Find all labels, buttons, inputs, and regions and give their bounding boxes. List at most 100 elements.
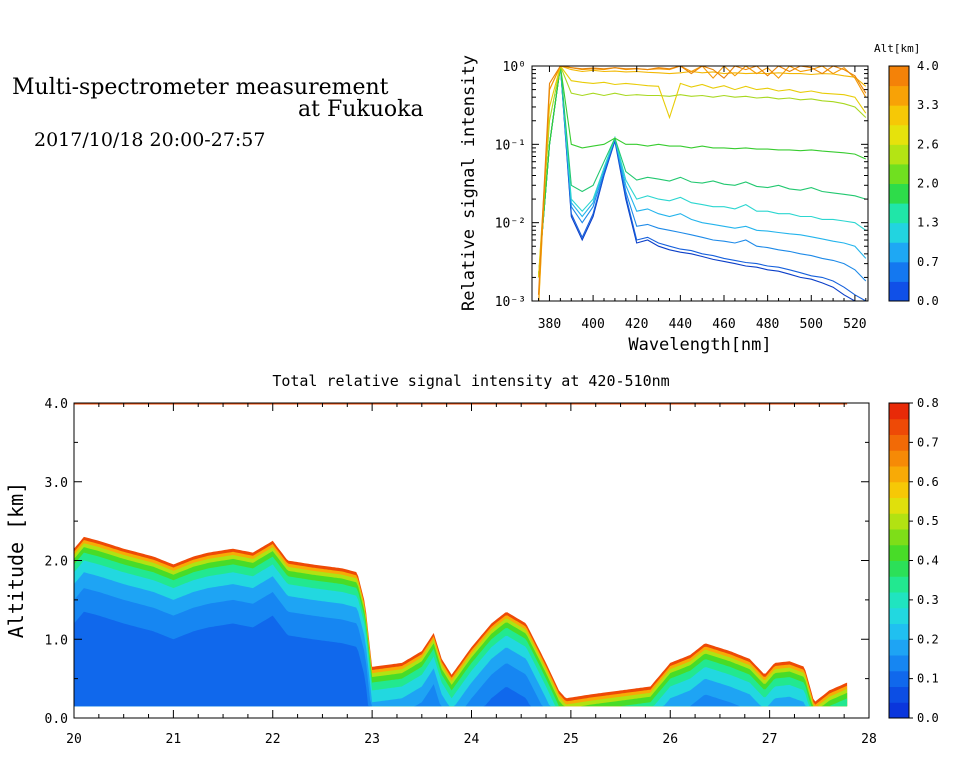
heatmap-title: Total relative signal intensity at 420-5… <box>272 372 669 390</box>
spectrum-xtick-label-5: 480 <box>756 317 779 332</box>
intensity-colorbar-tick-0: 0.0 <box>917 711 939 725</box>
heatmap-xtick-label-7: 27 <box>762 732 778 747</box>
intensity-colorbar-tick-3: 0.3 <box>917 593 939 607</box>
spectrum-xtick-label-6: 500 <box>800 317 823 332</box>
heatmap-xtick-label-2: 22 <box>265 732 281 747</box>
intensity-colorbar-swatch-9 <box>889 560 909 577</box>
spectrum-series-7 <box>537 66 867 278</box>
intensity-colorbar-swatch-17 <box>889 434 909 451</box>
spectrum-ytick-label-1: 10⁻² <box>495 217 526 232</box>
altitude-colorbar-swatch-0 <box>889 281 909 302</box>
intensity-colorbar-swatch-6 <box>889 607 909 624</box>
title-line-1: Multi-spectrometer measurement <box>12 75 389 100</box>
spectrum-xlabel: Wavelength[nm] <box>628 335 771 355</box>
spectrum-series-4 <box>537 66 867 278</box>
intensity-colorbar-tick-4: 0.4 <box>917 554 939 568</box>
intensity-colorbar-tick-2: 0.2 <box>917 632 939 646</box>
intensity-colorbar-swatch-13 <box>889 497 909 514</box>
altitude-colorbar-tick-2: 1.3 <box>917 216 939 230</box>
spectrum-xtick-label-4: 460 <box>712 317 735 332</box>
altitude-colorbar-swatch-1 <box>889 261 909 282</box>
altitude-colorbar-swatch-11 <box>889 66 909 87</box>
spectrum-ytick-label-0: 10⁻³ <box>495 295 526 310</box>
spectrum-series-5 <box>537 66 866 278</box>
intensity-colorbar-swatch-4 <box>889 639 909 656</box>
intensity-colorbar-swatch-1 <box>889 686 909 703</box>
spectrum-series-8 <box>537 66 867 278</box>
spectrum-xtick-label-0: 380 <box>538 317 561 332</box>
heatmap-xtick-label-1: 21 <box>166 732 182 747</box>
spectrum-plot-frame <box>531 65 869 302</box>
spectrum-series-6 <box>537 66 867 278</box>
heatmap-xtick-label-6: 26 <box>662 732 678 747</box>
spectrum-xtick-label-7: 520 <box>843 317 866 332</box>
altitude-colorbar-swatch-3 <box>889 222 909 243</box>
altitude-colorbar-frame <box>888 65 910 302</box>
heatmap-ytick-label-2: 2.0 <box>45 555 68 570</box>
intensity-colorbar-swatch-10 <box>889 544 909 561</box>
intensity-colorbar-swatch-0 <box>889 702 909 719</box>
heatmap-xtick-label-5: 25 <box>563 732 579 747</box>
intensity-colorbar-swatch-16 <box>889 450 909 467</box>
heatmap-ytick-label-4: 4.0 <box>45 397 68 412</box>
altitude-colorbar-swatch-4 <box>889 203 909 224</box>
heatmap-ytick-label-0: 0.0 <box>45 712 68 727</box>
altitude-colorbar-swatch-9 <box>889 105 909 126</box>
spectrum-ytick-label-2: 10⁻¹ <box>495 138 526 153</box>
intensity-colorbar-tick-6: 0.6 <box>917 475 939 489</box>
spectrum-series-0 <box>537 66 857 301</box>
spectrum-ylabel: Relative signal intensity <box>459 55 479 311</box>
intensity-colorbar-swatch-18 <box>889 418 909 435</box>
altitude-colorbar-tick-5: 3.3 <box>917 98 939 112</box>
title-line-2: at Fukuoka <box>298 97 424 122</box>
spectrum-series-1 <box>537 66 867 301</box>
heatmap-xtick-label-3: 23 <box>364 732 380 747</box>
heatmap-xtick-label-0: 20 <box>66 732 82 747</box>
intensity-colorbar-swatch-8 <box>889 576 909 593</box>
altitude-colorbar-tick-6: 4.0 <box>917 59 939 73</box>
heatmap-field <box>74 403 848 707</box>
intensity-colorbar-swatch-5 <box>889 623 909 640</box>
altitude-colorbar-tick-4: 2.6 <box>917 137 939 151</box>
altitude-colorbar-tick-0: 0.0 <box>917 294 939 308</box>
heatmap-axes: 20 21 22 23 24 25 26 27 28 0.0 1.0 2.0 3.0 4.0 <box>45 397 877 747</box>
heatmap-ytick-label-3: 3.0 <box>45 476 68 491</box>
heatmap-xtick-label-8: 28 <box>861 732 877 747</box>
altitude-colorbar-swatch-7 <box>889 144 909 165</box>
intensity-colorbar-swatch-7 <box>889 592 909 609</box>
heatmap-contour-band-8 <box>74 611 848 707</box>
intensity-colorbar-swatch-2 <box>889 670 909 687</box>
intensity-colorbar-swatch-3 <box>889 655 909 672</box>
spectrum-series-2 <box>537 66 867 282</box>
intensity-colorbar-tick-5: 0.5 <box>917 514 939 528</box>
altitude-colorbar-swatch-8 <box>889 124 909 145</box>
spectrum-xtick-label-3: 440 <box>669 317 692 332</box>
altitude-colorbar: 0.0 0.7 1.3 2.0 2.6 3.3 4.0 <box>888 59 939 308</box>
heatmap-ytick-label-1: 1.0 <box>45 633 68 648</box>
heatmap-ylabel: Altitude [km] <box>4 482 28 639</box>
intensity-colorbar-swatch-14 <box>889 481 909 498</box>
altitude-colorbar-tick-1: 0.7 <box>917 255 939 269</box>
intensity-colorbar-swatch-19 <box>889 403 909 420</box>
intensity-colorbar-swatch-12 <box>889 513 909 530</box>
spectrum-xtick-label-2: 420 <box>625 317 648 332</box>
intensity-colorbar-swatch-11 <box>889 529 909 546</box>
spectrum-ytick-label-3: 10⁰ <box>503 60 526 75</box>
altitude-colorbar-swatch-10 <box>889 85 909 106</box>
altitude-colorbar-swatch-6 <box>889 163 909 184</box>
altitude-colorbar-swatch-2 <box>889 242 909 263</box>
altitude-colorbar-label: Alt[km] <box>874 42 920 55</box>
intensity-colorbar-tick-8: 0.8 <box>917 396 939 410</box>
altitude-colorbar-tick-3: 2.0 <box>917 177 939 191</box>
spectrum-xtick-label-1: 400 <box>581 317 604 332</box>
measurement-datetime: 2017/10/18 20:00-27:57 <box>34 129 266 151</box>
intensity-colorbar-tick-7: 0.7 <box>917 435 939 449</box>
heatmap-xtick-label-4: 24 <box>464 732 480 747</box>
intensity-colorbar-swatch-15 <box>889 466 909 483</box>
intensity-colorbar-tick-1: 0.1 <box>917 672 939 686</box>
spectrum-axes: 380 400 420 440 460 480 500 520 10⁻³ 10⁻² 10⁻¹ 10⁰ <box>495 60 868 332</box>
altitude-colorbar-swatch-5 <box>889 183 909 204</box>
spectrum-series-3 <box>537 66 867 278</box>
